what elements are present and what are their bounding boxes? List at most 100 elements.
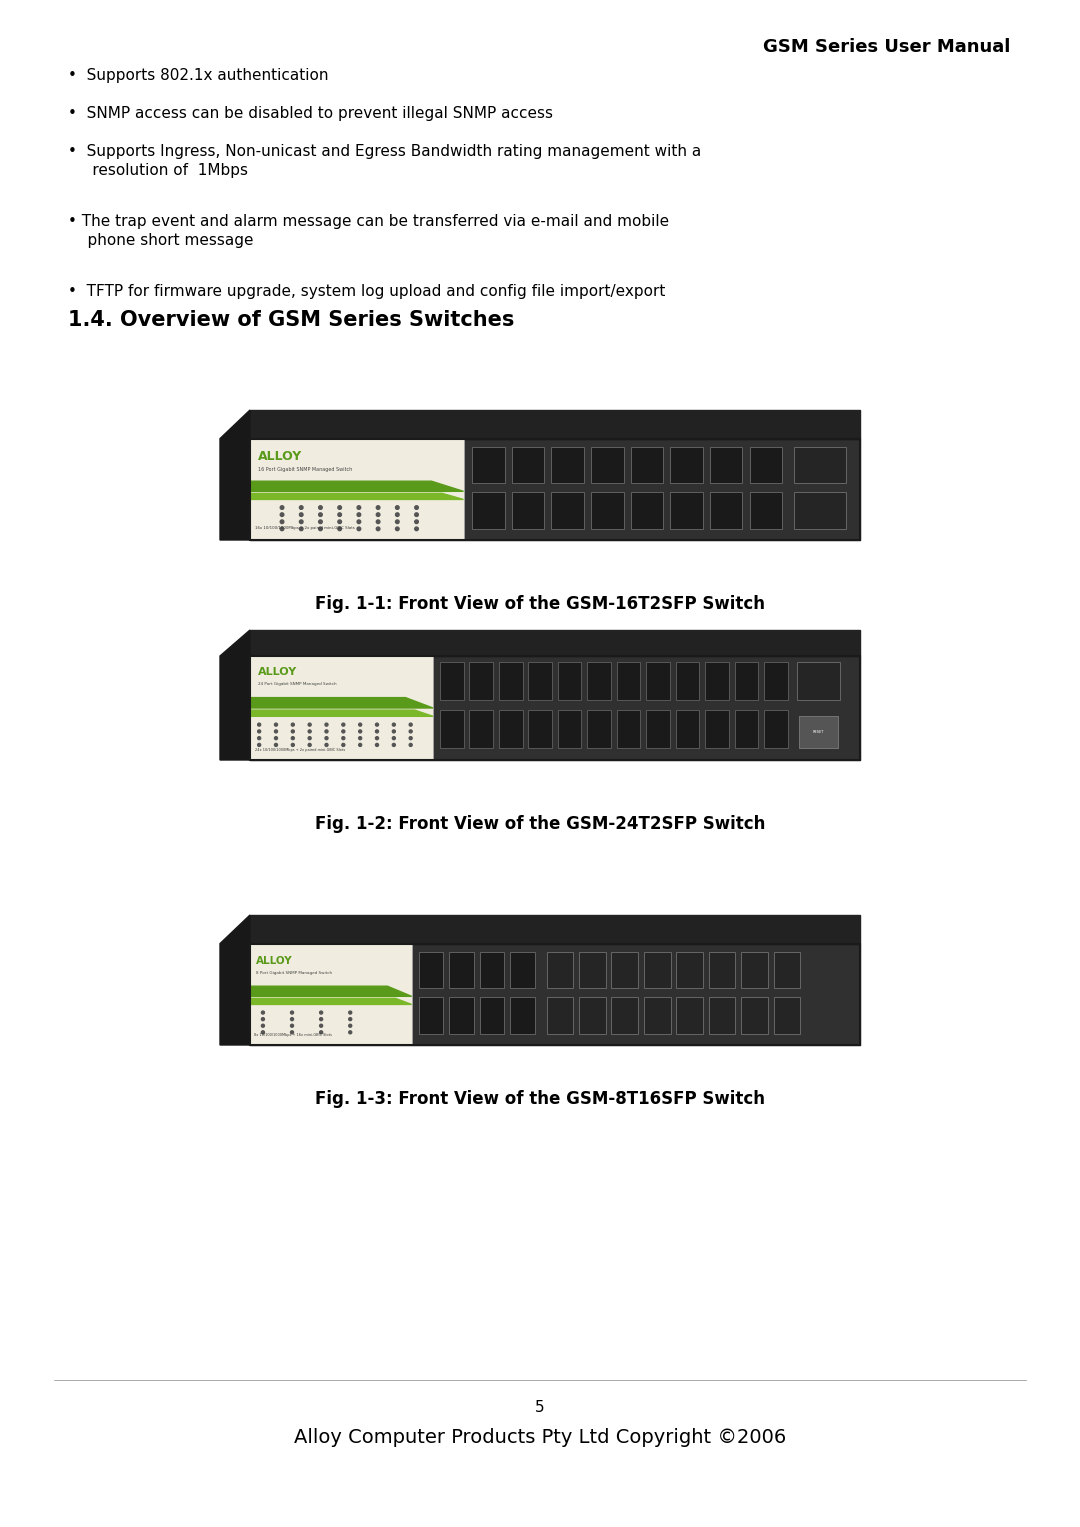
Text: 8 Port Gigabit SNMP Managed Switch: 8 Port Gigabit SNMP Managed Switch	[256, 971, 333, 976]
Text: ALLOY: ALLOY	[258, 667, 297, 676]
FancyBboxPatch shape	[765, 710, 787, 748]
FancyBboxPatch shape	[734, 663, 758, 699]
Polygon shape	[249, 493, 463, 499]
FancyBboxPatch shape	[741, 951, 768, 988]
Circle shape	[359, 744, 362, 747]
Circle shape	[258, 736, 260, 739]
FancyBboxPatch shape	[705, 663, 729, 699]
FancyBboxPatch shape	[470, 663, 492, 699]
Circle shape	[349, 1011, 352, 1014]
Circle shape	[292, 736, 295, 739]
FancyBboxPatch shape	[558, 663, 581, 699]
Circle shape	[349, 1025, 352, 1028]
FancyBboxPatch shape	[249, 657, 433, 760]
Circle shape	[292, 730, 295, 733]
FancyBboxPatch shape	[646, 663, 670, 699]
FancyBboxPatch shape	[750, 492, 782, 528]
FancyBboxPatch shape	[591, 447, 623, 483]
Circle shape	[349, 1017, 352, 1020]
Polygon shape	[220, 631, 249, 760]
Circle shape	[409, 744, 413, 747]
Text: 24 Port Gigabit SNMP Managed Switch: 24 Port Gigabit SNMP Managed Switch	[258, 683, 337, 686]
Polygon shape	[249, 986, 411, 996]
Text: 8x 10/100/1000Mbps + 16x mini-GBIC Slots: 8x 10/100/1000Mbps + 16x mini-GBIC Slots	[254, 1032, 332, 1037]
FancyBboxPatch shape	[794, 492, 846, 528]
Circle shape	[395, 513, 400, 516]
Circle shape	[415, 527, 418, 531]
Circle shape	[357, 527, 361, 531]
FancyBboxPatch shape	[708, 951, 735, 988]
FancyBboxPatch shape	[472, 492, 504, 528]
FancyBboxPatch shape	[773, 997, 800, 1034]
Circle shape	[325, 744, 328, 747]
Text: Fig. 1-1: Front View of the GSM-16T2SFP Switch: Fig. 1-1: Front View of the GSM-16T2SFP …	[315, 596, 765, 612]
Circle shape	[280, 513, 284, 516]
Text: •  TFTP for firmware upgrade, system log upload and config file import/export: • TFTP for firmware upgrade, system log …	[68, 284, 665, 299]
Polygon shape	[249, 411, 860, 438]
FancyBboxPatch shape	[631, 492, 663, 528]
FancyBboxPatch shape	[579, 997, 606, 1034]
Circle shape	[409, 730, 413, 733]
Circle shape	[319, 513, 322, 516]
Circle shape	[342, 730, 345, 733]
Circle shape	[274, 744, 278, 747]
Circle shape	[291, 1017, 294, 1020]
Circle shape	[308, 744, 311, 747]
Circle shape	[357, 513, 361, 516]
Circle shape	[291, 1031, 294, 1034]
FancyBboxPatch shape	[512, 492, 544, 528]
Circle shape	[258, 744, 260, 747]
FancyBboxPatch shape	[611, 997, 638, 1034]
Circle shape	[261, 1017, 265, 1020]
FancyBboxPatch shape	[249, 438, 463, 541]
FancyBboxPatch shape	[528, 663, 552, 699]
Circle shape	[376, 724, 378, 727]
FancyBboxPatch shape	[741, 997, 768, 1034]
FancyBboxPatch shape	[419, 951, 443, 988]
Circle shape	[392, 736, 395, 739]
Circle shape	[258, 724, 260, 727]
FancyBboxPatch shape	[644, 997, 671, 1034]
Circle shape	[280, 527, 284, 531]
Circle shape	[280, 505, 284, 510]
FancyBboxPatch shape	[750, 447, 782, 483]
Circle shape	[258, 730, 260, 733]
Circle shape	[349, 1031, 352, 1034]
FancyBboxPatch shape	[676, 710, 700, 748]
FancyBboxPatch shape	[710, 447, 742, 483]
FancyBboxPatch shape	[480, 951, 504, 988]
Circle shape	[292, 724, 295, 727]
Circle shape	[392, 730, 395, 733]
Circle shape	[376, 527, 380, 531]
FancyBboxPatch shape	[480, 997, 504, 1034]
FancyBboxPatch shape	[765, 663, 787, 699]
Text: 16x 10/100/1000Mbps + 2x paired mini-GBIC Slots: 16x 10/100/1000Mbps + 2x paired mini-GBI…	[255, 525, 354, 530]
Circle shape	[376, 521, 380, 524]
Text: Fig. 1-3: Front View of the GSM-8T16SFP Switch: Fig. 1-3: Front View of the GSM-8T16SFP …	[315, 1090, 765, 1109]
Circle shape	[338, 505, 341, 510]
FancyBboxPatch shape	[528, 710, 552, 748]
FancyBboxPatch shape	[449, 951, 474, 988]
Text: GSM Series User Manual: GSM Series User Manual	[762, 38, 1010, 56]
Circle shape	[395, 521, 400, 524]
Text: RESET: RESET	[812, 730, 824, 734]
Circle shape	[409, 736, 413, 739]
FancyBboxPatch shape	[510, 997, 535, 1034]
Circle shape	[261, 1011, 265, 1014]
Circle shape	[319, 521, 322, 524]
Polygon shape	[249, 631, 860, 657]
Circle shape	[299, 527, 303, 531]
Circle shape	[291, 1011, 294, 1014]
Polygon shape	[249, 698, 433, 709]
Text: ALLOY: ALLOY	[258, 450, 302, 463]
FancyBboxPatch shape	[644, 951, 671, 988]
FancyBboxPatch shape	[773, 951, 800, 988]
FancyBboxPatch shape	[249, 944, 411, 1044]
FancyBboxPatch shape	[676, 663, 700, 699]
FancyBboxPatch shape	[676, 997, 703, 1034]
Text: 24x 10/100/1000Mbps + 2x paired mini-GBIC Slots: 24x 10/100/1000Mbps + 2x paired mini-GBI…	[255, 748, 346, 751]
FancyBboxPatch shape	[552, 492, 584, 528]
Circle shape	[320, 1031, 323, 1034]
Text: ALLOY: ALLOY	[256, 956, 293, 967]
Circle shape	[320, 1017, 323, 1020]
